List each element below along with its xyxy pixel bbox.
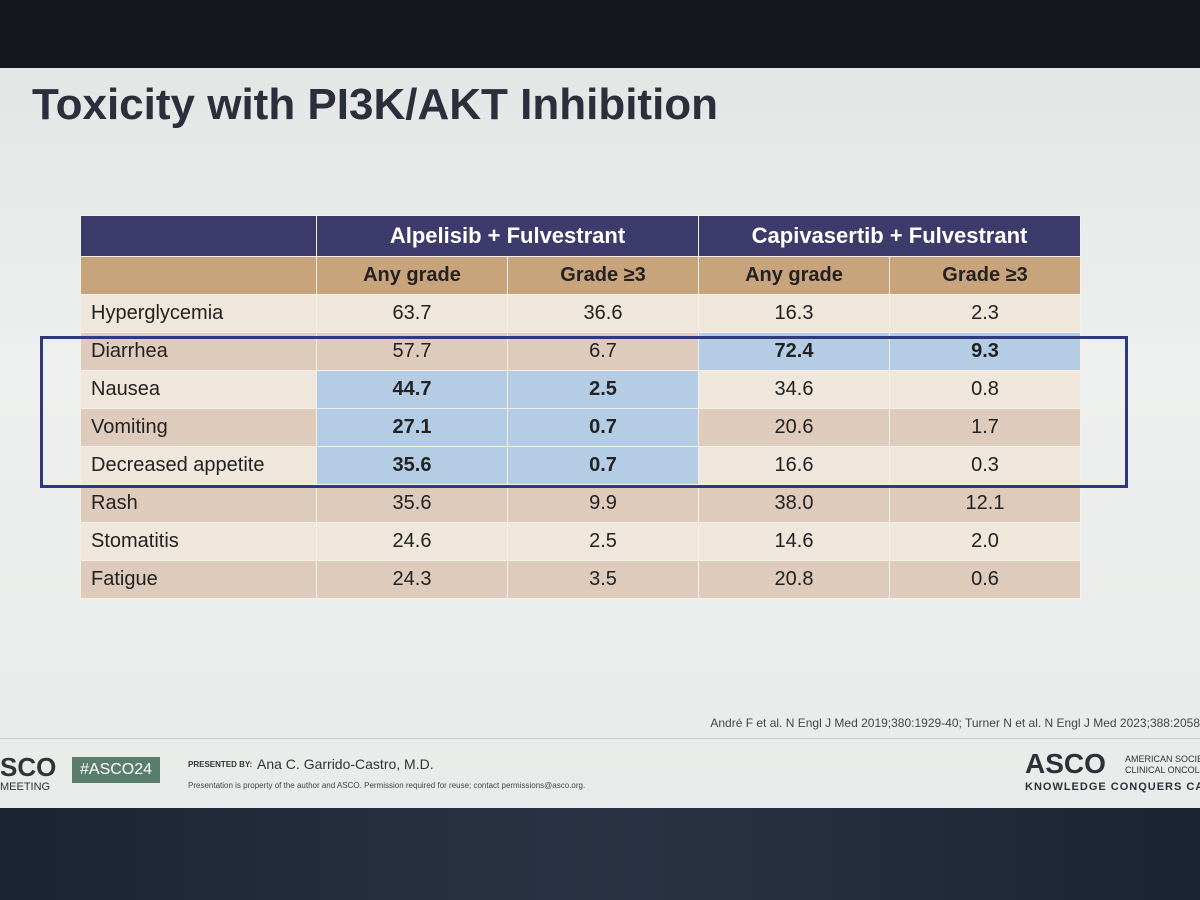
logo-line: CLINICAL ONCOL xyxy=(1125,765,1200,775)
table-row: Rash 35.6 9.9 38.0 12.1 xyxy=(80,484,1081,523)
footer-rule xyxy=(0,738,1200,739)
cell: 36.6 xyxy=(507,294,699,333)
cell: 20.8 xyxy=(698,560,890,599)
presenter: Ana C. Garrido-Castro, M.D. xyxy=(257,756,434,772)
highlight-box xyxy=(40,336,1128,488)
cell: 2.0 xyxy=(889,522,1081,561)
cell: 20.6 xyxy=(698,408,890,447)
table-row: Stomatitis 24.6 2.5 14.6 2.0 xyxy=(80,522,1081,561)
subheader-row: Any grade Grade ≥3 Any grade Grade ≥3 xyxy=(80,256,1081,295)
row-label: Stomatitis xyxy=(80,522,317,561)
cell: 3.5 xyxy=(507,560,699,599)
row-label: Nausea xyxy=(80,370,317,409)
subheader: Grade ≥3 xyxy=(889,256,1081,295)
subheader: Any grade xyxy=(316,256,508,295)
cell: 2.5 xyxy=(507,522,699,561)
group-header: Capivasertib + Fulvestrant xyxy=(698,215,1081,257)
presented-by-label: PRESENTED BY: xyxy=(188,760,253,769)
corner-cell xyxy=(80,215,317,257)
cell: 12.1 xyxy=(889,484,1081,523)
cell: 44.7 xyxy=(316,370,508,409)
cell: 34.6 xyxy=(698,370,890,409)
row-label: Decreased appetite xyxy=(80,446,317,485)
cell: 9.9 xyxy=(507,484,699,523)
row-label: Hyperglycemia xyxy=(80,294,317,333)
cell: 35.6 xyxy=(316,484,508,523)
cell: 16.6 xyxy=(698,446,890,485)
right-logo: ASCO xyxy=(1025,748,1106,779)
cell: 0.7 xyxy=(507,446,699,485)
cell: 0.6 xyxy=(889,560,1081,599)
reference: André F et al. N Engl J Med 2019;380:192… xyxy=(710,716,1200,730)
notice: Presentation is property of the author a… xyxy=(188,781,586,790)
left-logo-sub: MEETING xyxy=(0,781,51,793)
cell: 2.5 xyxy=(507,370,699,409)
row-label: Fatigue xyxy=(80,560,317,599)
cell: 0.8 xyxy=(889,370,1081,409)
subheader: Grade ≥3 xyxy=(507,256,699,295)
table-row: Hyperglycemia 63.7 36.6 16.3 2.3 xyxy=(80,294,1081,333)
cell: 38.0 xyxy=(698,484,890,523)
logo-line: AMERICAN SOCIE xyxy=(1125,754,1200,764)
group-header-row: Alpelisib + Fulvestrant Capivasertib + Fu… xyxy=(80,215,1081,257)
tagline: KNOWLEDGE CONQUERS CAN xyxy=(1025,781,1200,793)
cell: 24.3 xyxy=(316,560,508,599)
hashtag: #ASCO24 xyxy=(72,757,161,783)
cell: 16.3 xyxy=(698,294,890,333)
subheader: Any grade xyxy=(698,256,890,295)
slide-title: Toxicity with PI3K/AKT Inhibition xyxy=(32,80,719,129)
corner-cell xyxy=(80,256,317,295)
stage-bottom xyxy=(0,808,1200,900)
cell: 63.7 xyxy=(316,294,508,333)
cell: 2.3 xyxy=(889,294,1081,333)
table-row: Decreased appetite 35.6 0.7 16.6 0.3 xyxy=(80,446,1081,485)
cell: 27.1 xyxy=(316,408,508,447)
table-row: Fatigue 24.3 3.5 20.8 0.6 xyxy=(80,560,1081,599)
table-row: Vomiting 27.1 0.7 20.6 1.7 xyxy=(80,408,1081,447)
right-logo-lines: AMERICAN SOCIE CLINICAL ONCOL xyxy=(1125,754,1200,776)
cell: 0.3 xyxy=(889,446,1081,485)
cell: 0.7 xyxy=(507,408,699,447)
cell: 1.7 xyxy=(889,408,1081,447)
left-logo: SCO xyxy=(0,752,57,782)
row-label: Rash xyxy=(80,484,317,523)
cell: 14.6 xyxy=(698,522,890,561)
cell: 24.6 xyxy=(316,522,508,561)
table-row: Nausea 44.7 2.5 34.6 0.8 xyxy=(80,370,1081,409)
group-header: Alpelisib + Fulvestrant xyxy=(316,215,699,257)
